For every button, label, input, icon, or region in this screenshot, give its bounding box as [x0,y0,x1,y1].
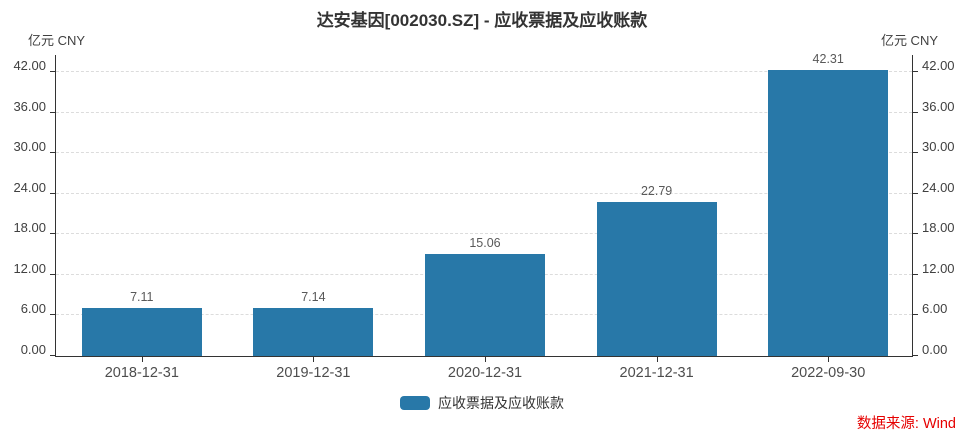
plot-area: 0.00 0.00 6.00 6.00 12.00 12.00 18.00 18.00 24.0… [13,51,954,381]
bar-value-label: 15.06 [469,236,501,251]
y-tick-mark-left [50,314,56,316]
y-tick-label-left: 18.00 [13,220,46,236]
y-tick-label-left: 0.00 [20,342,46,357]
bar-slot: 22.79 2021-12-31 [571,55,743,381]
bar-value-label: 7.11 [130,289,154,304]
y-tick-mark-left [50,111,56,113]
bar-value-label: 22.79 [640,183,673,198]
chart-title: 达安基因[002030.SZ] - 应收票据及应收账款 [316,11,648,30]
x-tick-label: 2021-12-31 [619,365,694,381]
x-tick-mark [141,356,143,362]
y-tick-mark-left [50,152,56,154]
x-tick-mark [656,356,658,362]
y-tick-label-left: 42.00 [13,58,46,73]
bar-slot: 15.06 2020-12-31 [399,55,571,381]
y-tick-label-right: 6.00 [922,301,948,317]
y-tick-mark-right [912,314,918,316]
x-tick-mark [313,356,315,362]
bar-2018-12-31[interactable] [81,307,202,356]
x-tick-mark [484,356,486,362]
legend-label: 应收票据及应收账款 [438,395,564,411]
y-tick-mark-left [50,233,56,235]
legend-swatch-icon [400,396,430,410]
y-tick-label-right: 36.00 [922,98,955,114]
y-tick-label-right: 12.00 [922,260,955,276]
y-tick-label-right: 0.00 [922,342,948,357]
y-axis-unit-left: 亿元 CNY [28,33,86,48]
y-tick-label-left: 30.00 [13,139,46,155]
gridline [56,152,912,154]
y-tick-mark-left [50,71,56,72]
legend[interactable]: 应收票据及应收账款 [0,393,964,413]
data-source-note: 数据来源: Wind [856,416,956,432]
y-tick-mark-left [50,273,56,275]
y-tick-mark-right [912,355,918,356]
x-tick-label: 2022-09-30 [791,365,866,381]
gridline [56,111,912,113]
y-tick-mark-right [912,233,918,235]
y-tick-label-right: 24.00 [922,179,955,195]
x-tick-label: 2020-12-31 [447,365,523,381]
bar-value-label: 7.14 [301,289,326,304]
x-tick-mark [828,356,830,362]
y-tick-mark-right [912,273,918,275]
y-tick-label-left: 6.00 [20,301,46,317]
x-tick-label: 2018-12-31 [104,365,179,381]
y-tick-label-left: 12.00 [13,260,46,276]
y-tick-label-right: 42.00 [922,58,955,73]
bar-2019-12-31[interactable] [253,307,374,356]
bar-slot: 7.14 2019-12-31 [228,55,400,381]
y-tick-label-left: 24.00 [13,179,46,195]
x-tick-label: 2019-12-31 [276,365,351,381]
y-tick-mark-left [50,355,56,356]
y-tick-mark-left [50,192,56,194]
y-tick-mark-right [912,111,918,113]
gridline [56,192,912,194]
bar-value-label: 42.31 [812,51,844,66]
y-tick-label-right: 30.00 [922,139,955,155]
y-tick-mark-right [912,192,918,194]
bar-2020-12-31[interactable] [424,254,545,356]
gridline [56,233,912,235]
y-axis-unit-right: 亿元 CNY [880,33,938,48]
gridline [56,71,912,72]
y-tick-mark-right [912,152,918,154]
bar-slot: 42.31 2022-09-30 [742,51,914,381]
bar-slot: 7.11 2018-12-31 [56,55,228,381]
y-tick-mark-right [912,71,918,72]
bar-2022-09-30[interactable] [768,69,889,356]
y-tick-label-right: 18.00 [922,220,955,236]
bar-2021-12-31[interactable] [596,201,717,356]
y-tick-label-left: 36.00 [13,98,46,114]
